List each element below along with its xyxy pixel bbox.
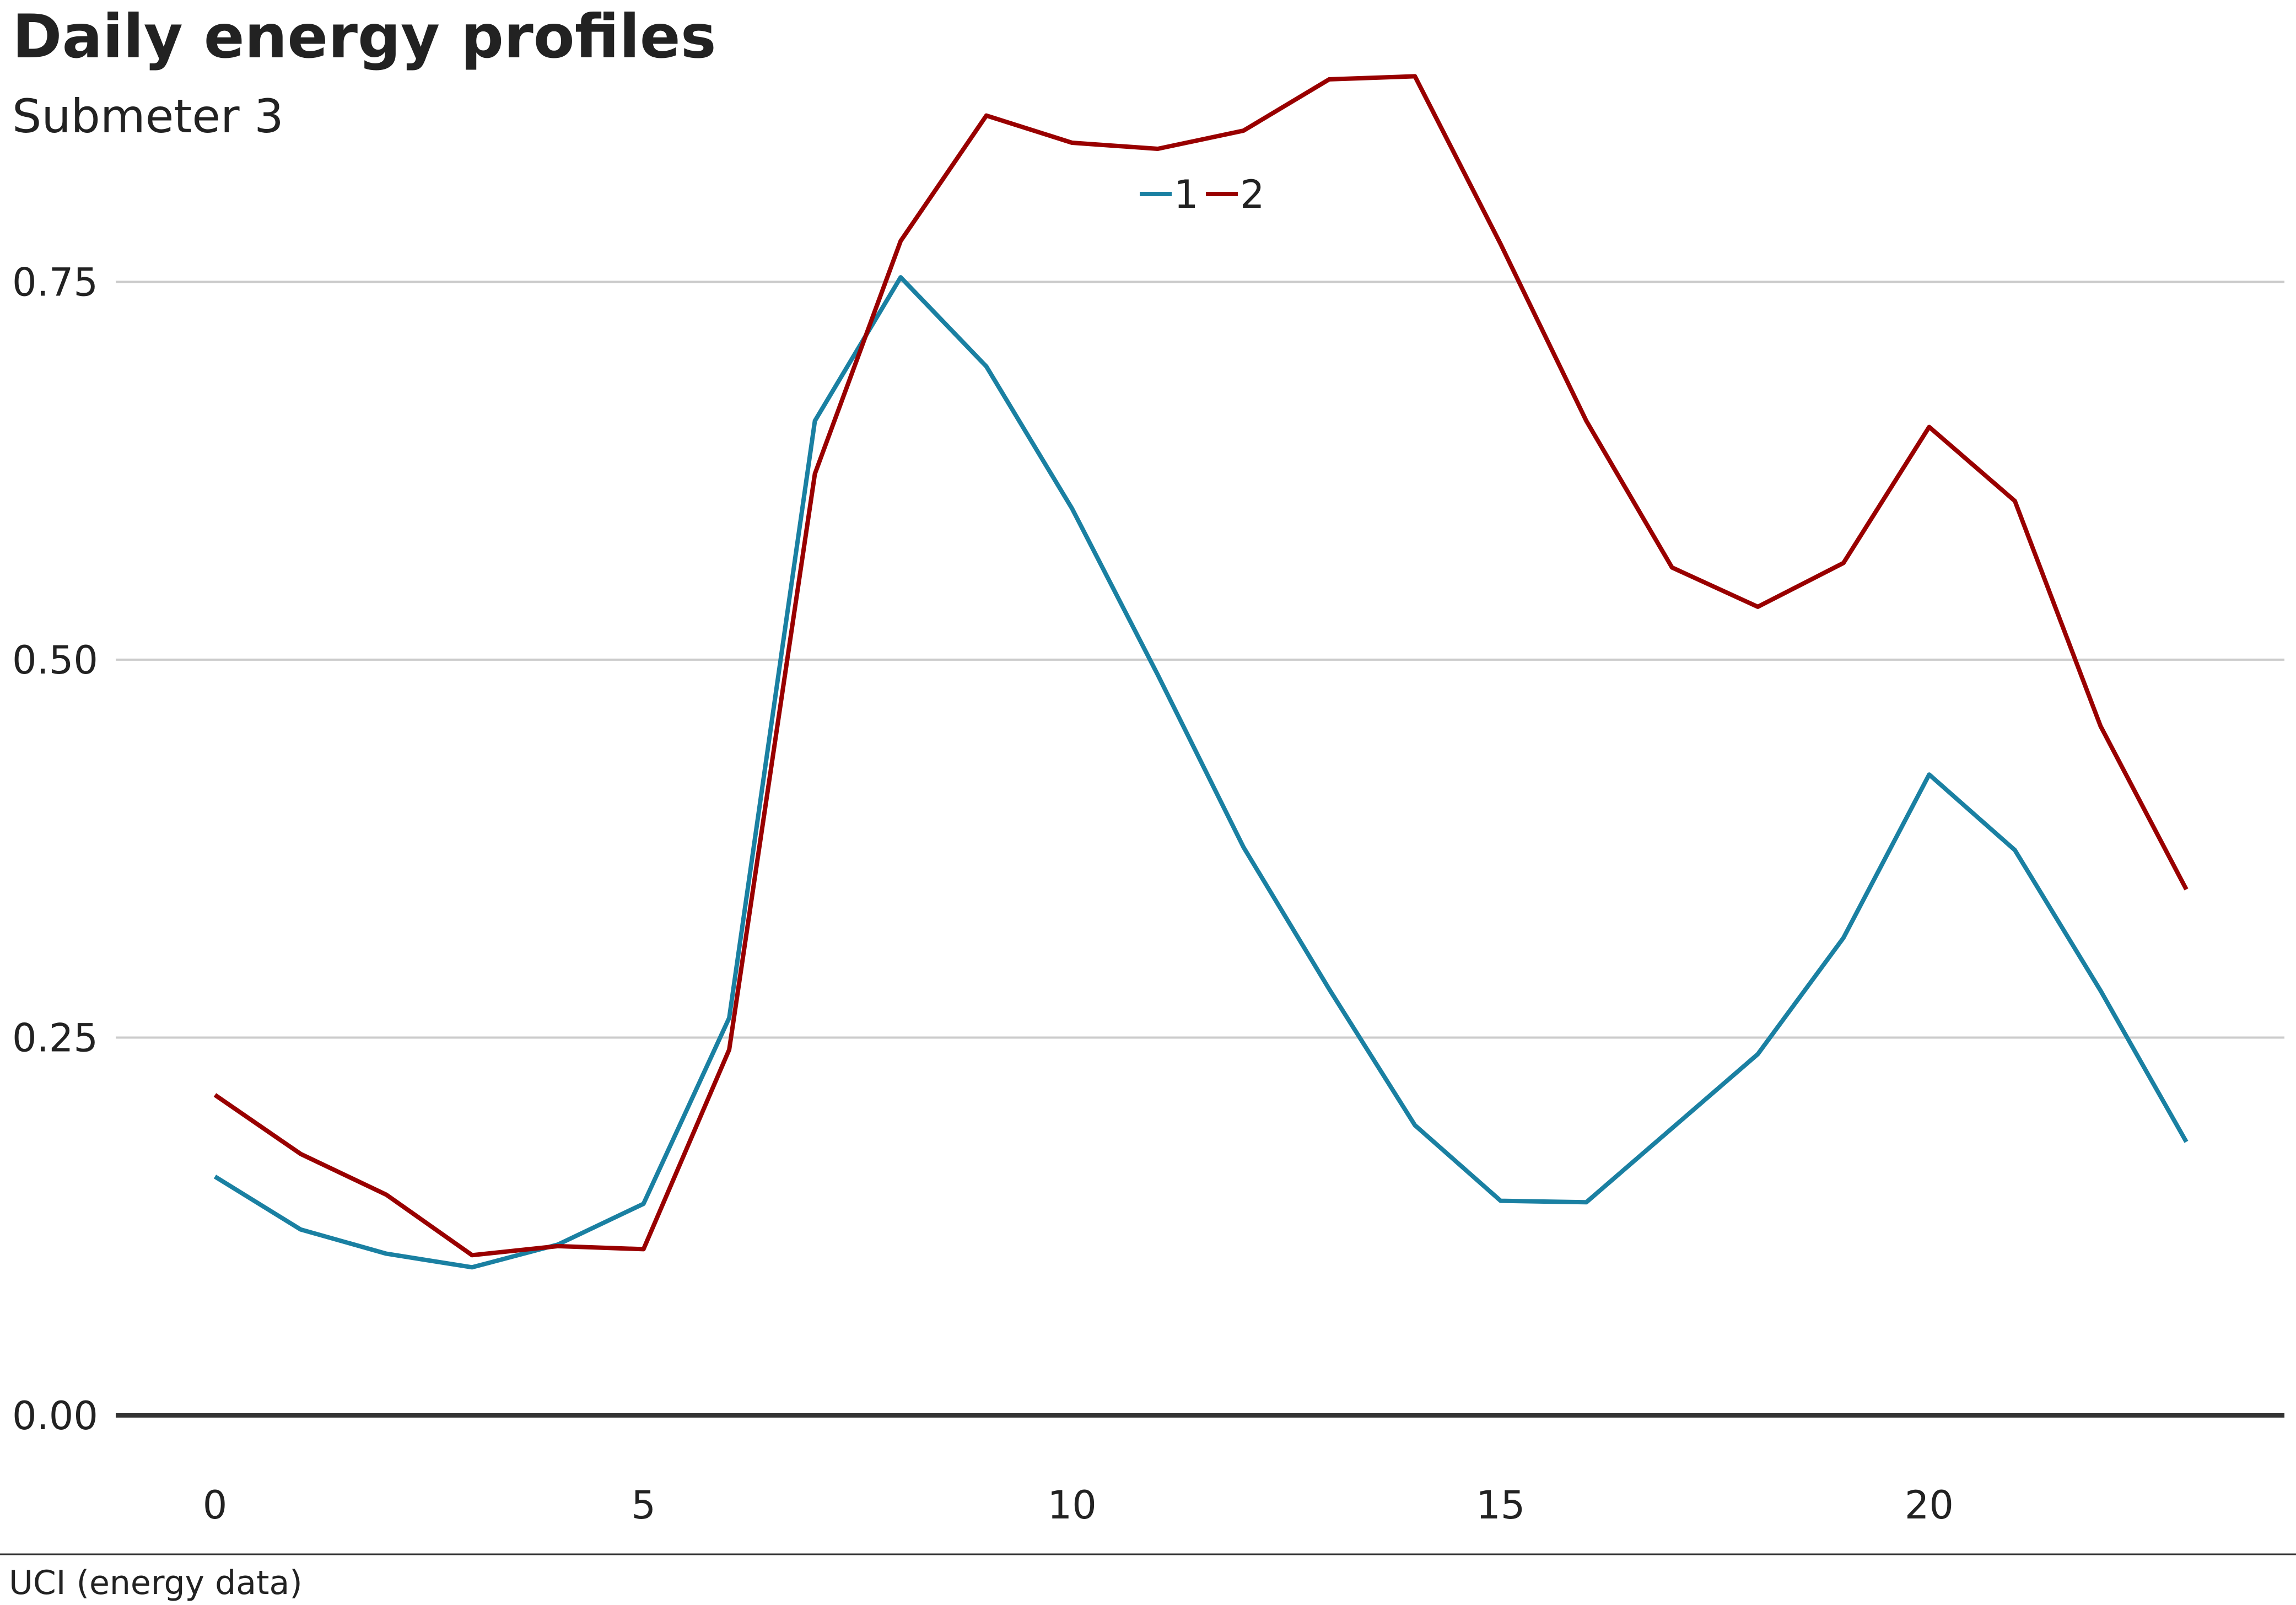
- gridlines: [116, 281, 2284, 1418]
- y-tick-label: 0.50: [12, 638, 98, 683]
- series-line-1: [213, 275, 2189, 1270]
- source-note: UCI (energy data): [9, 1564, 303, 1602]
- y-tick-label: 0.00: [12, 1393, 98, 1439]
- series-line-2: [213, 74, 2189, 1258]
- x-tick-label: 20: [1905, 1483, 1954, 1528]
- x-tick-label: 5: [631, 1483, 656, 1528]
- legend-label-1: 1: [1174, 172, 1199, 217]
- chart-subtitle: Submeter 3: [12, 89, 284, 143]
- y-tick-label: 0.75: [12, 260, 98, 305]
- legend-label-2: 2: [1240, 172, 1265, 217]
- chart-title: Daily energy profiles: [12, 2, 716, 72]
- x-tick-label: 15: [1476, 1483, 1525, 1528]
- y-axis-tick-labels: 0.00 0.25 0.50 0.75: [12, 260, 98, 1439]
- x-axis-tick-labels: 0 5 10 15 20: [203, 1483, 1954, 1528]
- y-tick-label: 0.25: [12, 1015, 98, 1060]
- x-tick-label: 0: [203, 1483, 228, 1528]
- series-lines: [213, 74, 2189, 1270]
- x-tick-label: 10: [1048, 1483, 1097, 1528]
